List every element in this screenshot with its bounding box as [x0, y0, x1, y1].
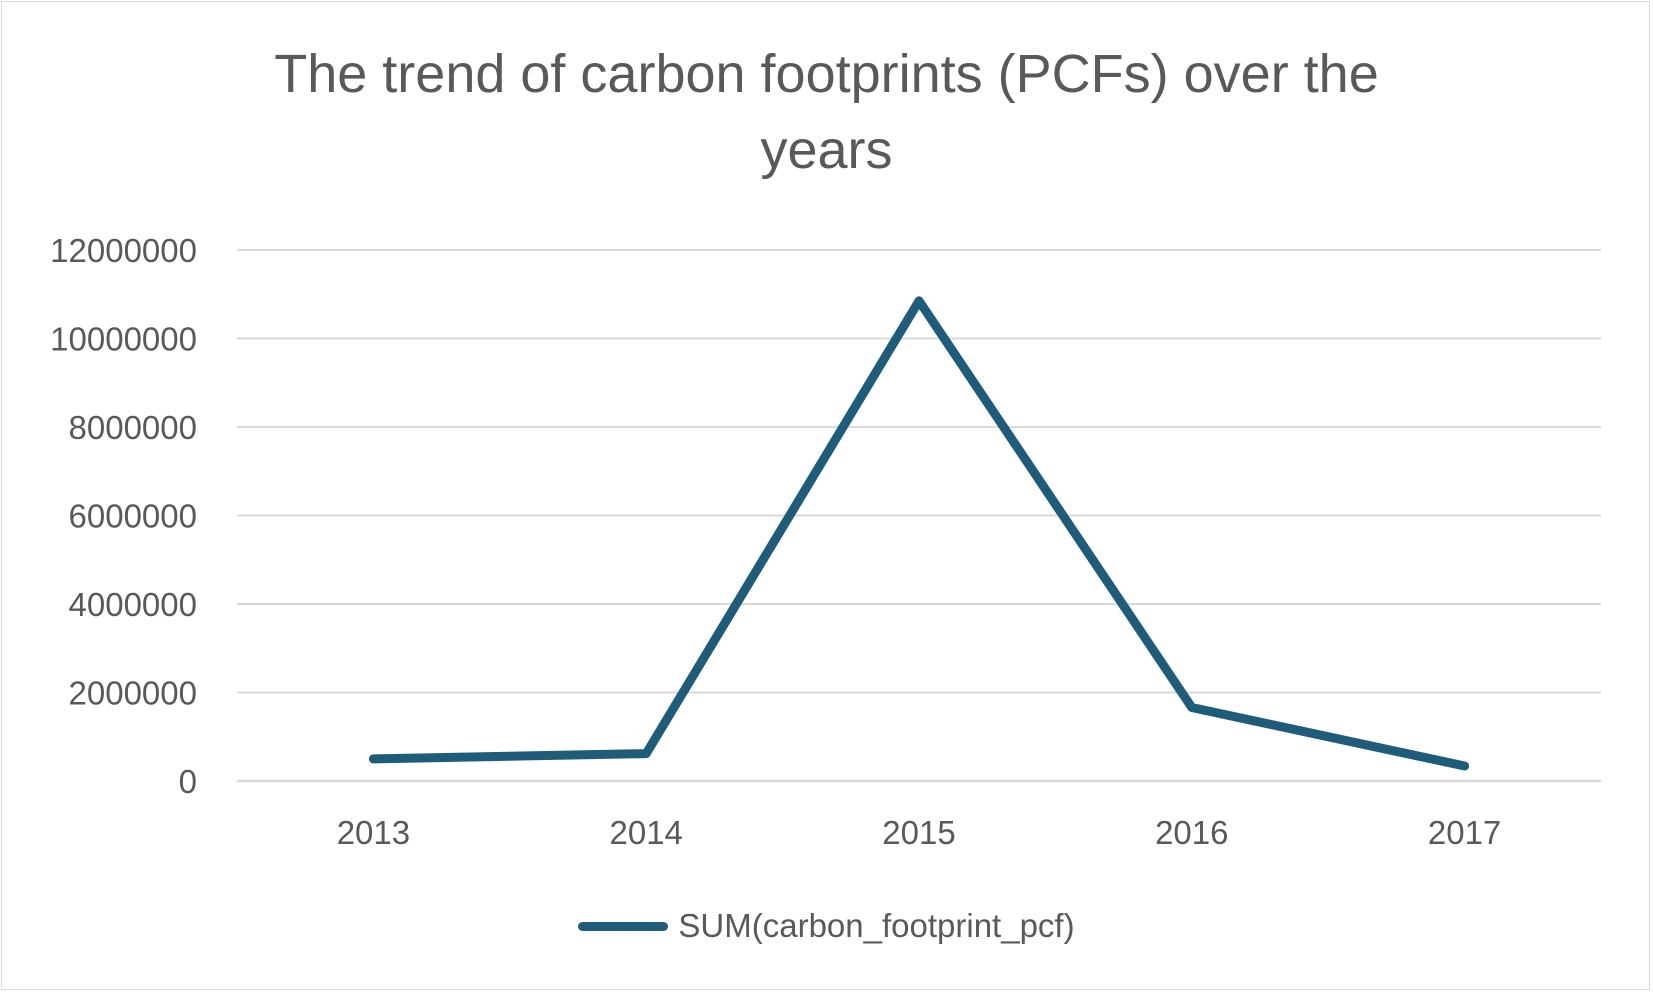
- x-tick-label-2015: 2015: [882, 814, 955, 851]
- gridlines: [237, 249, 1601, 783]
- y-tick-label-0: 0: [179, 763, 197, 800]
- y-tick-label-10000000: 10000000: [50, 321, 197, 358]
- y-tick-label-8000000: 8000000: [69, 409, 197, 446]
- x-tick-label-2013: 2013: [337, 814, 410, 851]
- y-tick-label-6000000: 6000000: [69, 498, 197, 535]
- legend-label: SUM(carbon_footprint_pcf): [678, 907, 1075, 944]
- chart-title: The trend of carbon footprints (PCFs) ov…: [0, 36, 1653, 188]
- series-lines: [368, 296, 1470, 771]
- y-tick-label-12000000: 12000000: [50, 232, 197, 269]
- x-axis-tick-labels: 2013 2014 2015 2016 2017: [337, 814, 1502, 851]
- y-tick-label-2000000: 2000000: [69, 675, 197, 712]
- chart-title-line-1: The trend of carbon footprints (PCFs) ov…: [274, 44, 1379, 104]
- x-tick-label-2016: 2016: [1155, 814, 1228, 851]
- y-tick-label-4000000: 4000000: [69, 586, 197, 623]
- legend: SUM(carbon_footprint_pcf): [0, 898, 1653, 954]
- legend-swatch: [578, 921, 669, 931]
- x-tick-label-2014: 2014: [609, 814, 682, 851]
- y-axis-tick-labels: 12000000 10000000 8000000 6000000 4000000 200…: [50, 232, 197, 800]
- series-line-0: [368, 296, 1470, 771]
- chart-title-line-2: years: [760, 120, 893, 180]
- x-tick-label-2017: 2017: [1428, 814, 1501, 851]
